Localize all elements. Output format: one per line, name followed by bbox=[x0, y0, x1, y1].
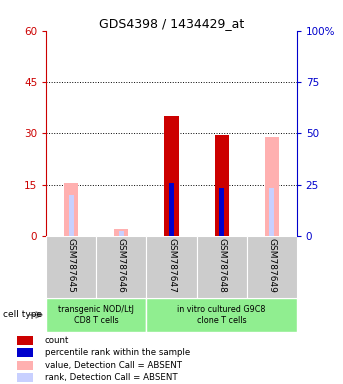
Bar bbox=[119, 231, 124, 236]
Bar bbox=[146, 236, 197, 298]
Bar bbox=[247, 236, 297, 298]
Bar bbox=[64, 183, 78, 236]
Text: in vitro cultured G9C8
clone T cells: in vitro cultured G9C8 clone T cells bbox=[177, 305, 266, 324]
Text: GSM787647: GSM787647 bbox=[167, 238, 176, 293]
Text: cell type: cell type bbox=[3, 310, 43, 319]
Text: value, Detection Call = ABSENT: value, Detection Call = ABSENT bbox=[45, 361, 181, 370]
Text: GSM787645: GSM787645 bbox=[67, 238, 76, 293]
Bar bbox=[197, 236, 247, 298]
Bar bbox=[46, 236, 96, 298]
Bar bbox=[17, 348, 33, 357]
Bar bbox=[46, 298, 146, 332]
Bar bbox=[69, 195, 74, 236]
Text: GSM787646: GSM787646 bbox=[117, 238, 126, 293]
Text: GSM787649: GSM787649 bbox=[267, 238, 276, 293]
Bar bbox=[115, 229, 128, 236]
Text: GSM787648: GSM787648 bbox=[217, 238, 226, 293]
Bar bbox=[96, 236, 146, 298]
Bar bbox=[17, 361, 33, 370]
Text: transgenic NOD/LtJ
CD8 T cells: transgenic NOD/LtJ CD8 T cells bbox=[58, 305, 134, 324]
Bar bbox=[169, 183, 174, 236]
Bar bbox=[165, 116, 178, 236]
Bar bbox=[17, 336, 33, 345]
Title: GDS4398 / 1434429_at: GDS4398 / 1434429_at bbox=[99, 17, 244, 30]
Bar bbox=[269, 188, 274, 236]
Bar bbox=[215, 135, 228, 236]
Bar bbox=[219, 188, 224, 236]
Text: rank, Detection Call = ABSENT: rank, Detection Call = ABSENT bbox=[45, 373, 177, 382]
Text: count: count bbox=[45, 336, 69, 345]
Text: percentile rank within the sample: percentile rank within the sample bbox=[45, 348, 190, 357]
Bar bbox=[146, 298, 297, 332]
Bar bbox=[265, 137, 279, 236]
Bar bbox=[17, 373, 33, 382]
